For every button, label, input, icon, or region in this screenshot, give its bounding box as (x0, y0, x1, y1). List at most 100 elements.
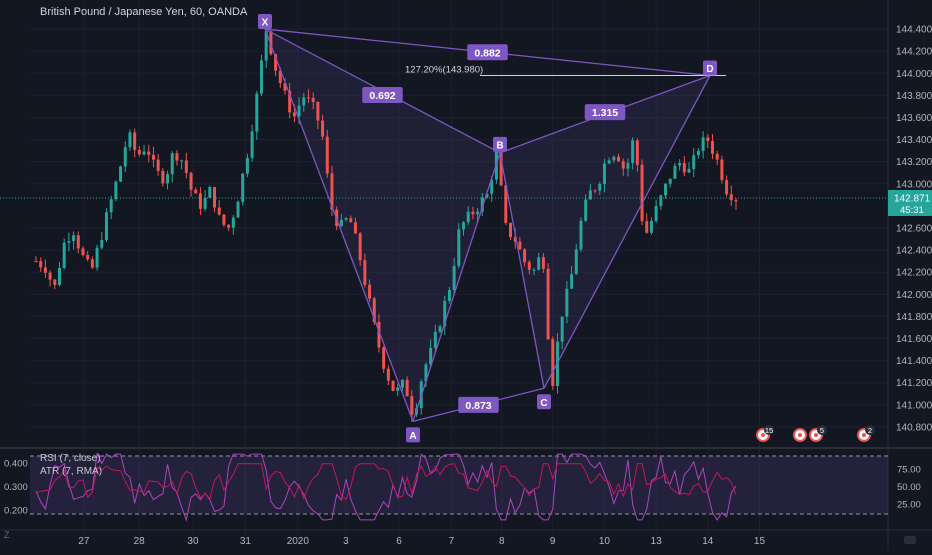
candle-body (48, 272, 52, 280)
rsi-scale-label: 75.00 (897, 465, 921, 476)
candle-body (551, 339, 555, 387)
candle-body (692, 155, 696, 169)
candle-body (227, 224, 231, 228)
candle-body (372, 298, 376, 322)
time-tick-label: 31 (240, 536, 252, 547)
event-marker-1-count-badge (764, 425, 774, 435)
price-tick-label: 141.600 (896, 334, 932, 345)
candle-body (316, 101, 320, 121)
candle-body (424, 364, 428, 382)
ratio-ac-badge[interactable] (458, 396, 499, 413)
atr-label[interactable]: ATR (7, RMA) (40, 466, 103, 477)
point-d-label: D (706, 64, 713, 75)
time-axis[interactable]: 27 28 30 31 2020 3 6 7 8 9 10 13 14 15 (0, 529, 932, 547)
candle-body (198, 193, 202, 209)
candle-body (715, 153, 719, 160)
ratio-xd-badge[interactable] (467, 44, 508, 61)
event-marker-2a-dot (798, 433, 802, 437)
price-tick-label: 142.200 (896, 268, 932, 279)
candle-body (640, 164, 644, 222)
candle-body (678, 163, 682, 166)
candle-body (410, 396, 414, 415)
candle-body (659, 195, 663, 206)
price-tick-label: 144.000 (896, 69, 932, 80)
candle-body (626, 162, 630, 169)
candle-body (349, 218, 353, 223)
candle-body (711, 141, 715, 154)
candle-body (128, 132, 132, 148)
event-markers[interactable]: 15 5 2 (756, 425, 875, 442)
candle-body (175, 153, 179, 161)
candle-body (114, 181, 118, 200)
atr-scale-label: 0.200 (4, 505, 28, 516)
candle-body (504, 185, 508, 223)
last-price-badge[interactable] (888, 190, 932, 217)
candle-body (377, 321, 381, 348)
candle-body (532, 269, 536, 271)
scale-mode-button[interactable]: Z (4, 530, 10, 540)
candle-body (400, 379, 404, 388)
candle-body (184, 160, 188, 173)
candle-body (523, 249, 527, 263)
pattern-labels[interactable]: 127.20%(143.980) X A B C D 0.692 0.873 1.315 0.88… (258, 14, 717, 443)
point-x-badge[interactable] (258, 14, 272, 30)
candle-body (297, 105, 301, 117)
extension-label: 127.20%(143.980) (405, 64, 483, 75)
candle-body (391, 380, 395, 391)
candle-body (34, 261, 38, 263)
rsi-scale-label: 50.00 (897, 482, 921, 493)
candle-body (584, 199, 588, 221)
time-tick-label: 8 (499, 536, 505, 547)
leg-bc[interactable] (499, 152, 545, 389)
price-tick-label: 141.400 (896, 356, 932, 367)
candle-body (579, 220, 583, 250)
candle-body (302, 97, 306, 106)
candle-body (499, 150, 503, 186)
candle-body (447, 290, 451, 301)
candle-body (292, 112, 296, 117)
candle-body (321, 120, 325, 137)
leg-ab[interactable] (412, 152, 501, 422)
candle-body (189, 172, 193, 190)
candle-body (39, 261, 43, 268)
point-c-badge[interactable] (537, 394, 551, 410)
indicator-pane[interactable]: 0.400 0.300 0.200 75.00 50.00 25.00 (0, 447, 932, 522)
point-d-badge[interactable] (703, 60, 717, 76)
candle-body (43, 267, 47, 273)
candle-body (62, 242, 66, 268)
candle-body (612, 156, 616, 161)
rsi-scale-label: 25.00 (897, 500, 921, 511)
candle-body (386, 368, 390, 381)
candle-body (104, 212, 108, 240)
candle-body (236, 201, 240, 218)
ratio-bd-badge[interactable] (584, 104, 626, 121)
candle-body (725, 180, 729, 195)
leg-xa[interactable] (264, 28, 414, 422)
candle-body (76, 235, 80, 249)
rsi-label[interactable]: RSI (7, close) (40, 453, 101, 464)
event-marker-1-dot (761, 433, 765, 437)
time-tick-label: 10 (599, 536, 611, 547)
leg-cd[interactable] (543, 75, 711, 389)
candle-body (100, 239, 104, 248)
settings-icon[interactable] (904, 536, 916, 544)
point-a-badge[interactable] (406, 427, 420, 443)
point-b-badge[interactable] (493, 136, 507, 152)
candle-body (330, 173, 334, 210)
candles (34, 30, 738, 422)
price-tick-label: 143.000 (896, 179, 932, 190)
candle-body (90, 259, 94, 268)
atr-line (35, 463, 737, 501)
ratio-xb-badge[interactable] (362, 86, 403, 103)
event-marker-3-count-badge (865, 425, 875, 435)
candle-body (72, 235, 76, 242)
price-tick-label: 144.400 (896, 25, 932, 36)
price-tick-label: 142.000 (896, 290, 932, 301)
candle-body (682, 163, 686, 173)
candle-body (438, 326, 442, 332)
candle-body (452, 265, 456, 291)
